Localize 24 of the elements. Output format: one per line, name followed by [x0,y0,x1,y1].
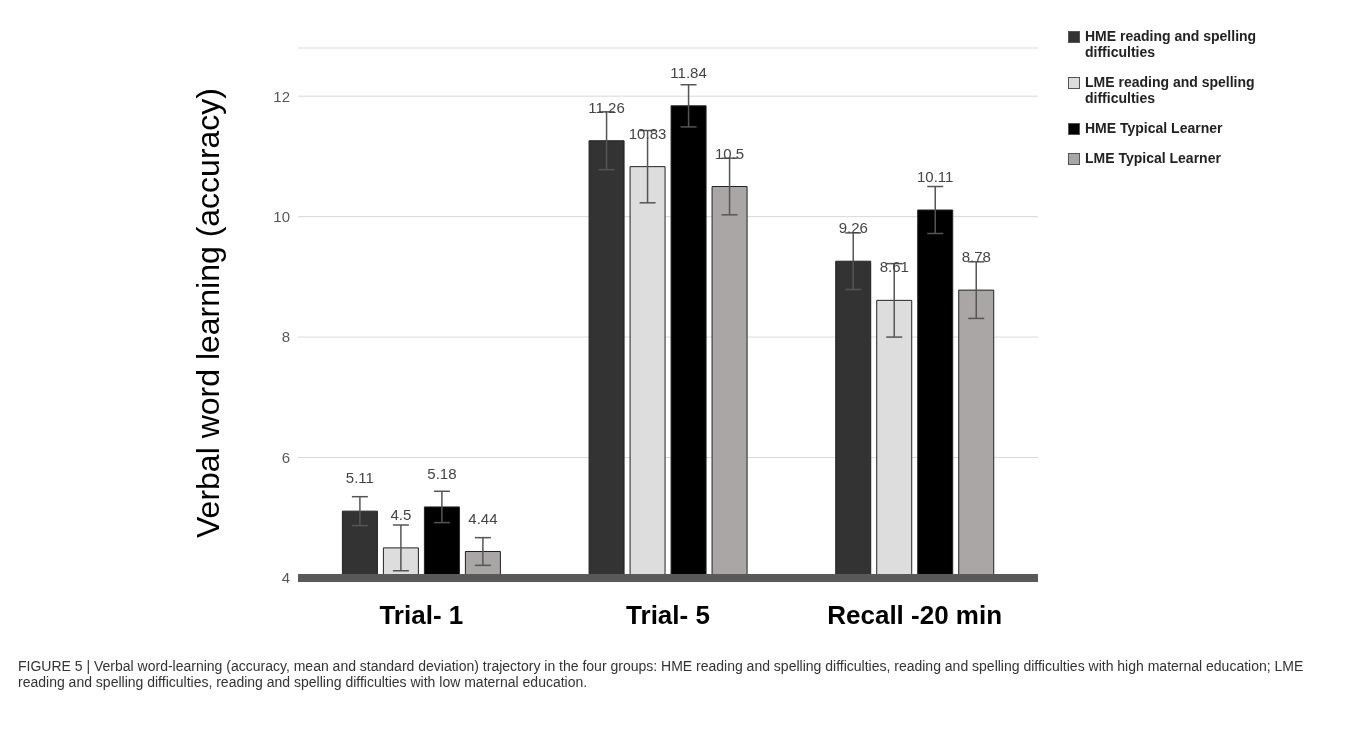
data-label: 11.84 [670,63,707,81]
data-label: 4.5 [390,505,412,523]
y-tick-label: 8 [281,328,290,346]
y-tick-label: 12 [273,87,290,105]
data-label: 9.26 [838,219,868,237]
legend-label: LME Typical Learner [1085,150,1221,166]
y-tick-label: 4 [281,569,290,587]
data-label: 10.5 [714,144,745,162]
y-tick-label: 10 [273,207,290,225]
x-tick-label: Trial- 1 [379,600,464,631]
y-axis-title: Verbal word learning (accuracy) [190,88,227,538]
x-tick-label: Recall -20 min [827,600,1003,631]
legend-label: LME reading and spelling difficulties [1085,74,1256,106]
data-label: 5.18 [427,464,457,482]
data-label: 4.44 [468,509,498,527]
y-tick-label: 6 [281,448,290,466]
data-label: 11.26 [588,98,625,116]
data-label: 8.78 [961,248,991,266]
caption: FIGURE 5 | Verbal word-learning (accuracy, mean and standard deviation) trajectory in the four groups: HME reading and spelling difficulties, reading and spelling difficulties with high maternal education; LME reading and spelling difficulties, reading and spelling difficulties with low maternal education. [18,658,1305,690]
x-tick-label: Trial- 5 [626,600,710,631]
data-label: 5.11 [345,469,374,487]
legend-label: HME reading and spelling difficulties [1085,28,1258,60]
data-label: 10.11 [917,168,954,186]
legend-label: HME Typical Learner [1085,120,1223,136]
